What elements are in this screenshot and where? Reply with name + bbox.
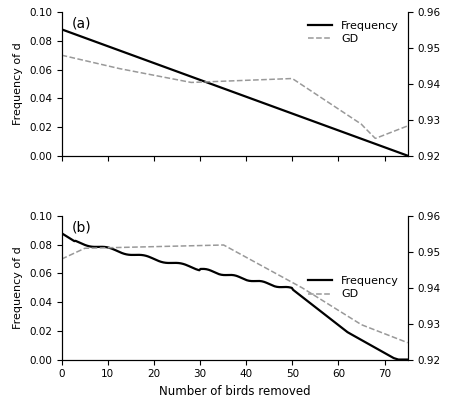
GD xyxy=(405,340,410,345)
GD xyxy=(60,53,65,58)
Line: Frequency: Frequency xyxy=(62,233,408,360)
GD xyxy=(374,328,379,333)
Frequency xyxy=(59,231,64,236)
Text: (a): (a) xyxy=(72,17,91,30)
GD xyxy=(266,267,272,272)
Frequency xyxy=(271,284,276,288)
GD xyxy=(221,242,227,247)
Line: GD: GD xyxy=(62,55,408,138)
GD xyxy=(265,77,271,82)
Legend: Frequency, GD: Frequency, GD xyxy=(304,18,402,48)
Frequency xyxy=(373,345,378,350)
Frequency xyxy=(350,133,356,138)
GD xyxy=(271,77,276,82)
Frequency xyxy=(271,104,276,109)
GD xyxy=(272,270,277,275)
GD xyxy=(352,318,357,323)
Frequency xyxy=(264,280,269,285)
Frequency xyxy=(405,153,410,158)
Frequency xyxy=(60,231,65,236)
Frequency xyxy=(265,281,271,286)
GD xyxy=(264,77,269,82)
Y-axis label: Frequency of d: Frequency of d xyxy=(13,42,23,125)
Line: Frequency: Frequency xyxy=(62,29,408,156)
GD xyxy=(59,53,64,58)
Frequency xyxy=(373,141,378,146)
GD xyxy=(265,267,271,271)
Line: GD: GD xyxy=(62,245,408,343)
GD xyxy=(59,257,64,261)
Frequency xyxy=(350,333,356,338)
Y-axis label: Frequency of d: Frequency of d xyxy=(13,246,23,329)
GD xyxy=(350,116,356,121)
GD xyxy=(60,256,65,261)
Frequency xyxy=(397,357,402,362)
GD xyxy=(374,136,379,141)
Text: (b): (b) xyxy=(72,220,92,234)
GD xyxy=(373,136,378,141)
Frequency xyxy=(405,357,410,362)
Frequency xyxy=(60,27,65,32)
Frequency xyxy=(264,102,269,107)
Legend: Frequency, GD: Frequency, GD xyxy=(304,273,402,303)
GD xyxy=(405,124,410,128)
X-axis label: Number of birds removed: Number of birds removed xyxy=(159,385,310,398)
Frequency xyxy=(59,27,64,32)
Frequency xyxy=(265,102,271,107)
